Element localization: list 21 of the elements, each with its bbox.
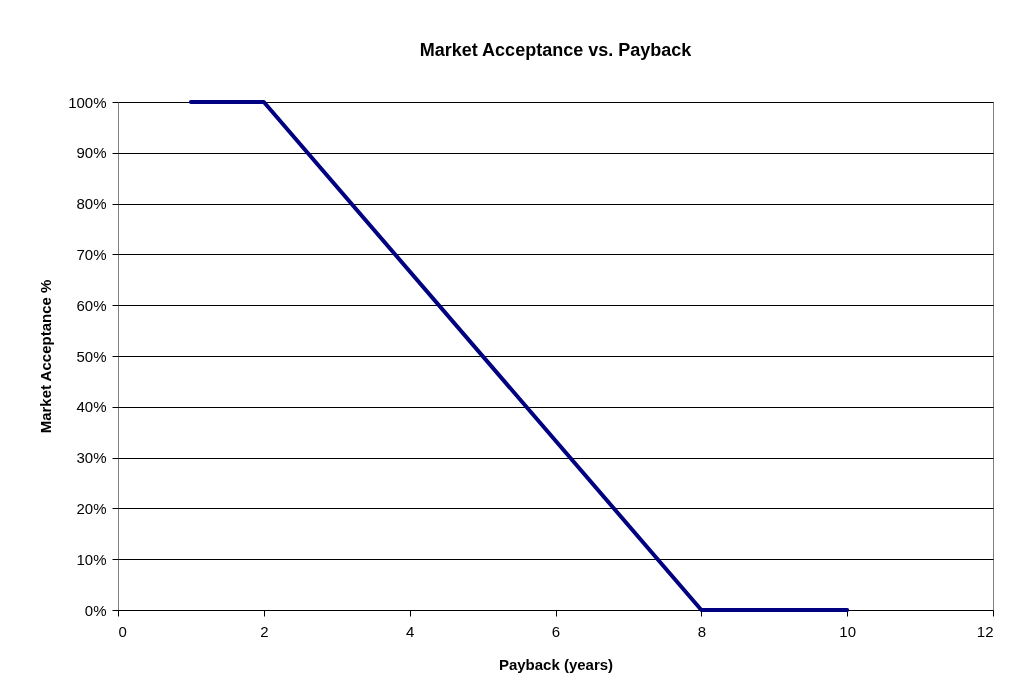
x-tick-label: 2: [260, 622, 269, 640]
y-tick-label: 100%: [68, 93, 107, 111]
x-tick-label: 4: [405, 622, 415, 640]
chart-title: Market Acceptance vs. Payback: [419, 40, 693, 60]
x-axis-title: Payback (years): [498, 655, 614, 673]
y-axis-title: Market Acceptance %: [37, 279, 55, 434]
y-tick-label: 80%: [76, 195, 107, 213]
y-tick-label: 10%: [76, 550, 107, 568]
y-tick-label: 70%: [76, 245, 107, 263]
x-tick-label: 6: [551, 622, 561, 640]
x-tick-label: 0: [118, 622, 127, 640]
y-tick-label: 50%: [76, 347, 107, 365]
y-tick-label: 20%: [76, 499, 107, 517]
y-tick-label: 40%: [76, 398, 107, 416]
y-tick-label: 0%: [84, 601, 107, 619]
y-tick-label: 30%: [76, 449, 107, 467]
x-tick-label: 10: [839, 622, 857, 640]
x-tick-label: 12: [976, 622, 994, 640]
x-tick-label: 8: [697, 622, 707, 640]
y-tick-label: 90%: [76, 144, 107, 162]
y-tick-label: 60%: [76, 296, 107, 314]
